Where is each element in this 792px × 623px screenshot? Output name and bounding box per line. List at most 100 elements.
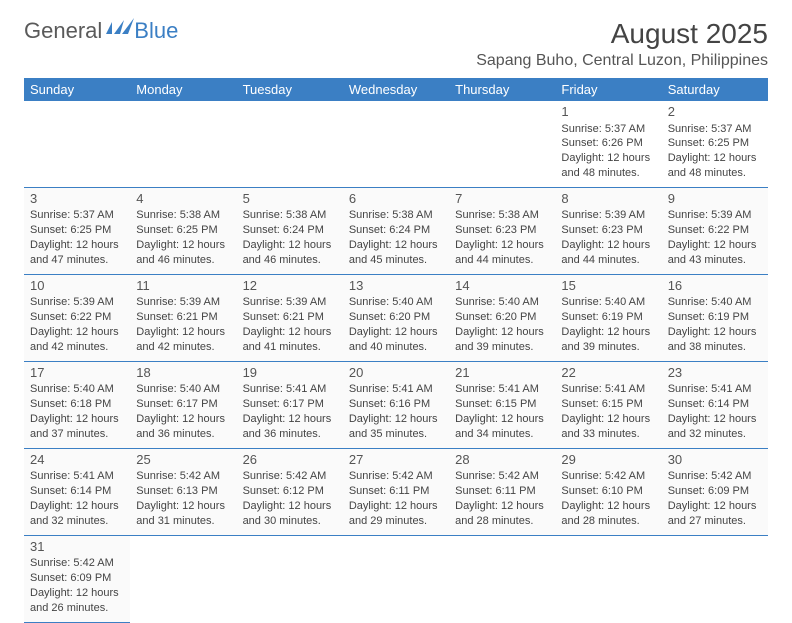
sunrise-line: Sunrise: 5:40 AM [136, 382, 230, 397]
calendar-cell: 12Sunrise: 5:39 AMSunset: 6:21 PMDayligh… [237, 274, 343, 361]
sunset-line: Sunset: 6:25 PM [30, 223, 124, 238]
day-header: Thursday [449, 78, 555, 101]
calendar-cell: 13Sunrise: 5:40 AMSunset: 6:20 PMDayligh… [343, 274, 449, 361]
sunrise-line: Sunrise: 5:37 AM [30, 208, 124, 223]
calendar-week: 31Sunrise: 5:42 AMSunset: 6:09 PMDayligh… [24, 535, 768, 622]
calendar-cell: 17Sunrise: 5:40 AMSunset: 6:18 PMDayligh… [24, 361, 130, 448]
sunrise-line: Sunrise: 5:39 AM [668, 208, 762, 223]
sunset-line: Sunset: 6:19 PM [668, 310, 762, 325]
daylight-line: Daylight: 12 hours and 37 minutes. [30, 412, 124, 442]
calendar-cell: 23Sunrise: 5:41 AMSunset: 6:14 PMDayligh… [662, 361, 768, 448]
calendar-cell [237, 535, 343, 622]
sunrise-line: Sunrise: 5:42 AM [455, 469, 549, 484]
daylight-line: Daylight: 12 hours and 48 minutes. [668, 151, 762, 181]
calendar-cell: 24Sunrise: 5:41 AMSunset: 6:14 PMDayligh… [24, 448, 130, 535]
sunrise-line: Sunrise: 5:38 AM [136, 208, 230, 223]
daylight-line: Daylight: 12 hours and 41 minutes. [243, 325, 337, 355]
page-subtitle: Sapang Buho, Central Luzon, Philippines [476, 52, 768, 70]
sunset-line: Sunset: 6:20 PM [455, 310, 549, 325]
sunrise-line: Sunrise: 5:42 AM [136, 469, 230, 484]
day-header: Saturday [662, 78, 768, 101]
calendar-cell: 18Sunrise: 5:40 AMSunset: 6:17 PMDayligh… [130, 361, 236, 448]
calendar-cell: 28Sunrise: 5:42 AMSunset: 6:11 PMDayligh… [449, 448, 555, 535]
day-number: 28 [455, 451, 549, 469]
day-number: 19 [243, 364, 337, 382]
sunset-line: Sunset: 6:22 PM [668, 223, 762, 238]
daylight-line: Daylight: 12 hours and 45 minutes. [349, 238, 443, 268]
sunrise-line: Sunrise: 5:38 AM [243, 208, 337, 223]
day-number: 13 [349, 277, 443, 295]
calendar-cell [449, 535, 555, 622]
calendar-cell [24, 101, 130, 187]
day-number: 4 [136, 190, 230, 208]
day-number: 14 [455, 277, 549, 295]
daylight-line: Daylight: 12 hours and 26 minutes. [30, 586, 124, 616]
sunset-line: Sunset: 6:25 PM [136, 223, 230, 238]
daylight-line: Daylight: 12 hours and 46 minutes. [243, 238, 337, 268]
daylight-line: Daylight: 12 hours and 31 minutes. [136, 499, 230, 529]
calendar-cell [662, 535, 768, 622]
sunrise-line: Sunrise: 5:39 AM [30, 295, 124, 310]
sunrise-line: Sunrise: 5:40 AM [561, 295, 655, 310]
calendar-cell [130, 101, 236, 187]
day-number: 15 [561, 277, 655, 295]
sunset-line: Sunset: 6:21 PM [243, 310, 337, 325]
sunrise-line: Sunrise: 5:38 AM [349, 208, 443, 223]
day-number: 5 [243, 190, 337, 208]
calendar-cell: 5Sunrise: 5:38 AMSunset: 6:24 PMDaylight… [237, 187, 343, 274]
calendar-body: 1Sunrise: 5:37 AMSunset: 6:26 PMDaylight… [24, 101, 768, 622]
sunrise-line: Sunrise: 5:40 AM [668, 295, 762, 310]
sunset-line: Sunset: 6:21 PM [136, 310, 230, 325]
sunset-line: Sunset: 6:12 PM [243, 484, 337, 499]
calendar-cell: 27Sunrise: 5:42 AMSunset: 6:11 PMDayligh… [343, 448, 449, 535]
sunrise-line: Sunrise: 5:41 AM [30, 469, 124, 484]
calendar-cell: 2Sunrise: 5:37 AMSunset: 6:25 PMDaylight… [662, 101, 768, 187]
daylight-line: Daylight: 12 hours and 39 minutes. [455, 325, 549, 355]
calendar-cell: 29Sunrise: 5:42 AMSunset: 6:10 PMDayligh… [555, 448, 661, 535]
calendar-cell [130, 535, 236, 622]
calendar-cell: 30Sunrise: 5:42 AMSunset: 6:09 PMDayligh… [662, 448, 768, 535]
calendar-cell: 20Sunrise: 5:41 AMSunset: 6:16 PMDayligh… [343, 361, 449, 448]
sunrise-line: Sunrise: 5:41 AM [243, 382, 337, 397]
sunrise-line: Sunrise: 5:41 AM [455, 382, 549, 397]
day-number: 21 [455, 364, 549, 382]
day-number: 23 [668, 364, 762, 382]
calendar-cell: 26Sunrise: 5:42 AMSunset: 6:12 PMDayligh… [237, 448, 343, 535]
sunset-line: Sunset: 6:24 PM [349, 223, 443, 238]
sunrise-line: Sunrise: 5:39 AM [561, 208, 655, 223]
daylight-line: Daylight: 12 hours and 42 minutes. [136, 325, 230, 355]
day-header: Friday [555, 78, 661, 101]
sunrise-line: Sunrise: 5:42 AM [349, 469, 443, 484]
day-number: 26 [243, 451, 337, 469]
sunrise-line: Sunrise: 5:41 AM [561, 382, 655, 397]
calendar-header-row: SundayMondayTuesdayWednesdayThursdayFrid… [24, 78, 768, 101]
calendar-cell: 25Sunrise: 5:42 AMSunset: 6:13 PMDayligh… [130, 448, 236, 535]
sunrise-line: Sunrise: 5:40 AM [349, 295, 443, 310]
daylight-line: Daylight: 12 hours and 43 minutes. [668, 238, 762, 268]
day-header: Sunday [24, 78, 130, 101]
sunset-line: Sunset: 6:26 PM [561, 136, 655, 151]
day-number: 22 [561, 364, 655, 382]
calendar-week: 17Sunrise: 5:40 AMSunset: 6:18 PMDayligh… [24, 361, 768, 448]
calendar-cell: 15Sunrise: 5:40 AMSunset: 6:19 PMDayligh… [555, 274, 661, 361]
sunset-line: Sunset: 6:20 PM [349, 310, 443, 325]
daylight-line: Daylight: 12 hours and 28 minutes. [561, 499, 655, 529]
sunset-line: Sunset: 6:23 PM [561, 223, 655, 238]
daylight-line: Daylight: 12 hours and 47 minutes. [30, 238, 124, 268]
calendar-cell: 31Sunrise: 5:42 AMSunset: 6:09 PMDayligh… [24, 535, 130, 622]
daylight-line: Daylight: 12 hours and 32 minutes. [30, 499, 124, 529]
day-number: 24 [30, 451, 124, 469]
day-header: Tuesday [237, 78, 343, 101]
sunrise-line: Sunrise: 5:37 AM [668, 122, 762, 137]
daylight-line: Daylight: 12 hours and 28 minutes. [455, 499, 549, 529]
sunset-line: Sunset: 6:09 PM [668, 484, 762, 499]
daylight-line: Daylight: 12 hours and 27 minutes. [668, 499, 762, 529]
sunset-line: Sunset: 6:11 PM [455, 484, 549, 499]
title-block: August 2025 Sapang Buho, Central Luzon, … [476, 18, 768, 70]
calendar-cell: 9Sunrise: 5:39 AMSunset: 6:22 PMDaylight… [662, 187, 768, 274]
calendar-cell [555, 535, 661, 622]
sunset-line: Sunset: 6:22 PM [30, 310, 124, 325]
day-number: 3 [30, 190, 124, 208]
daylight-line: Daylight: 12 hours and 48 minutes. [561, 151, 655, 181]
daylight-line: Daylight: 12 hours and 29 minutes. [349, 499, 443, 529]
